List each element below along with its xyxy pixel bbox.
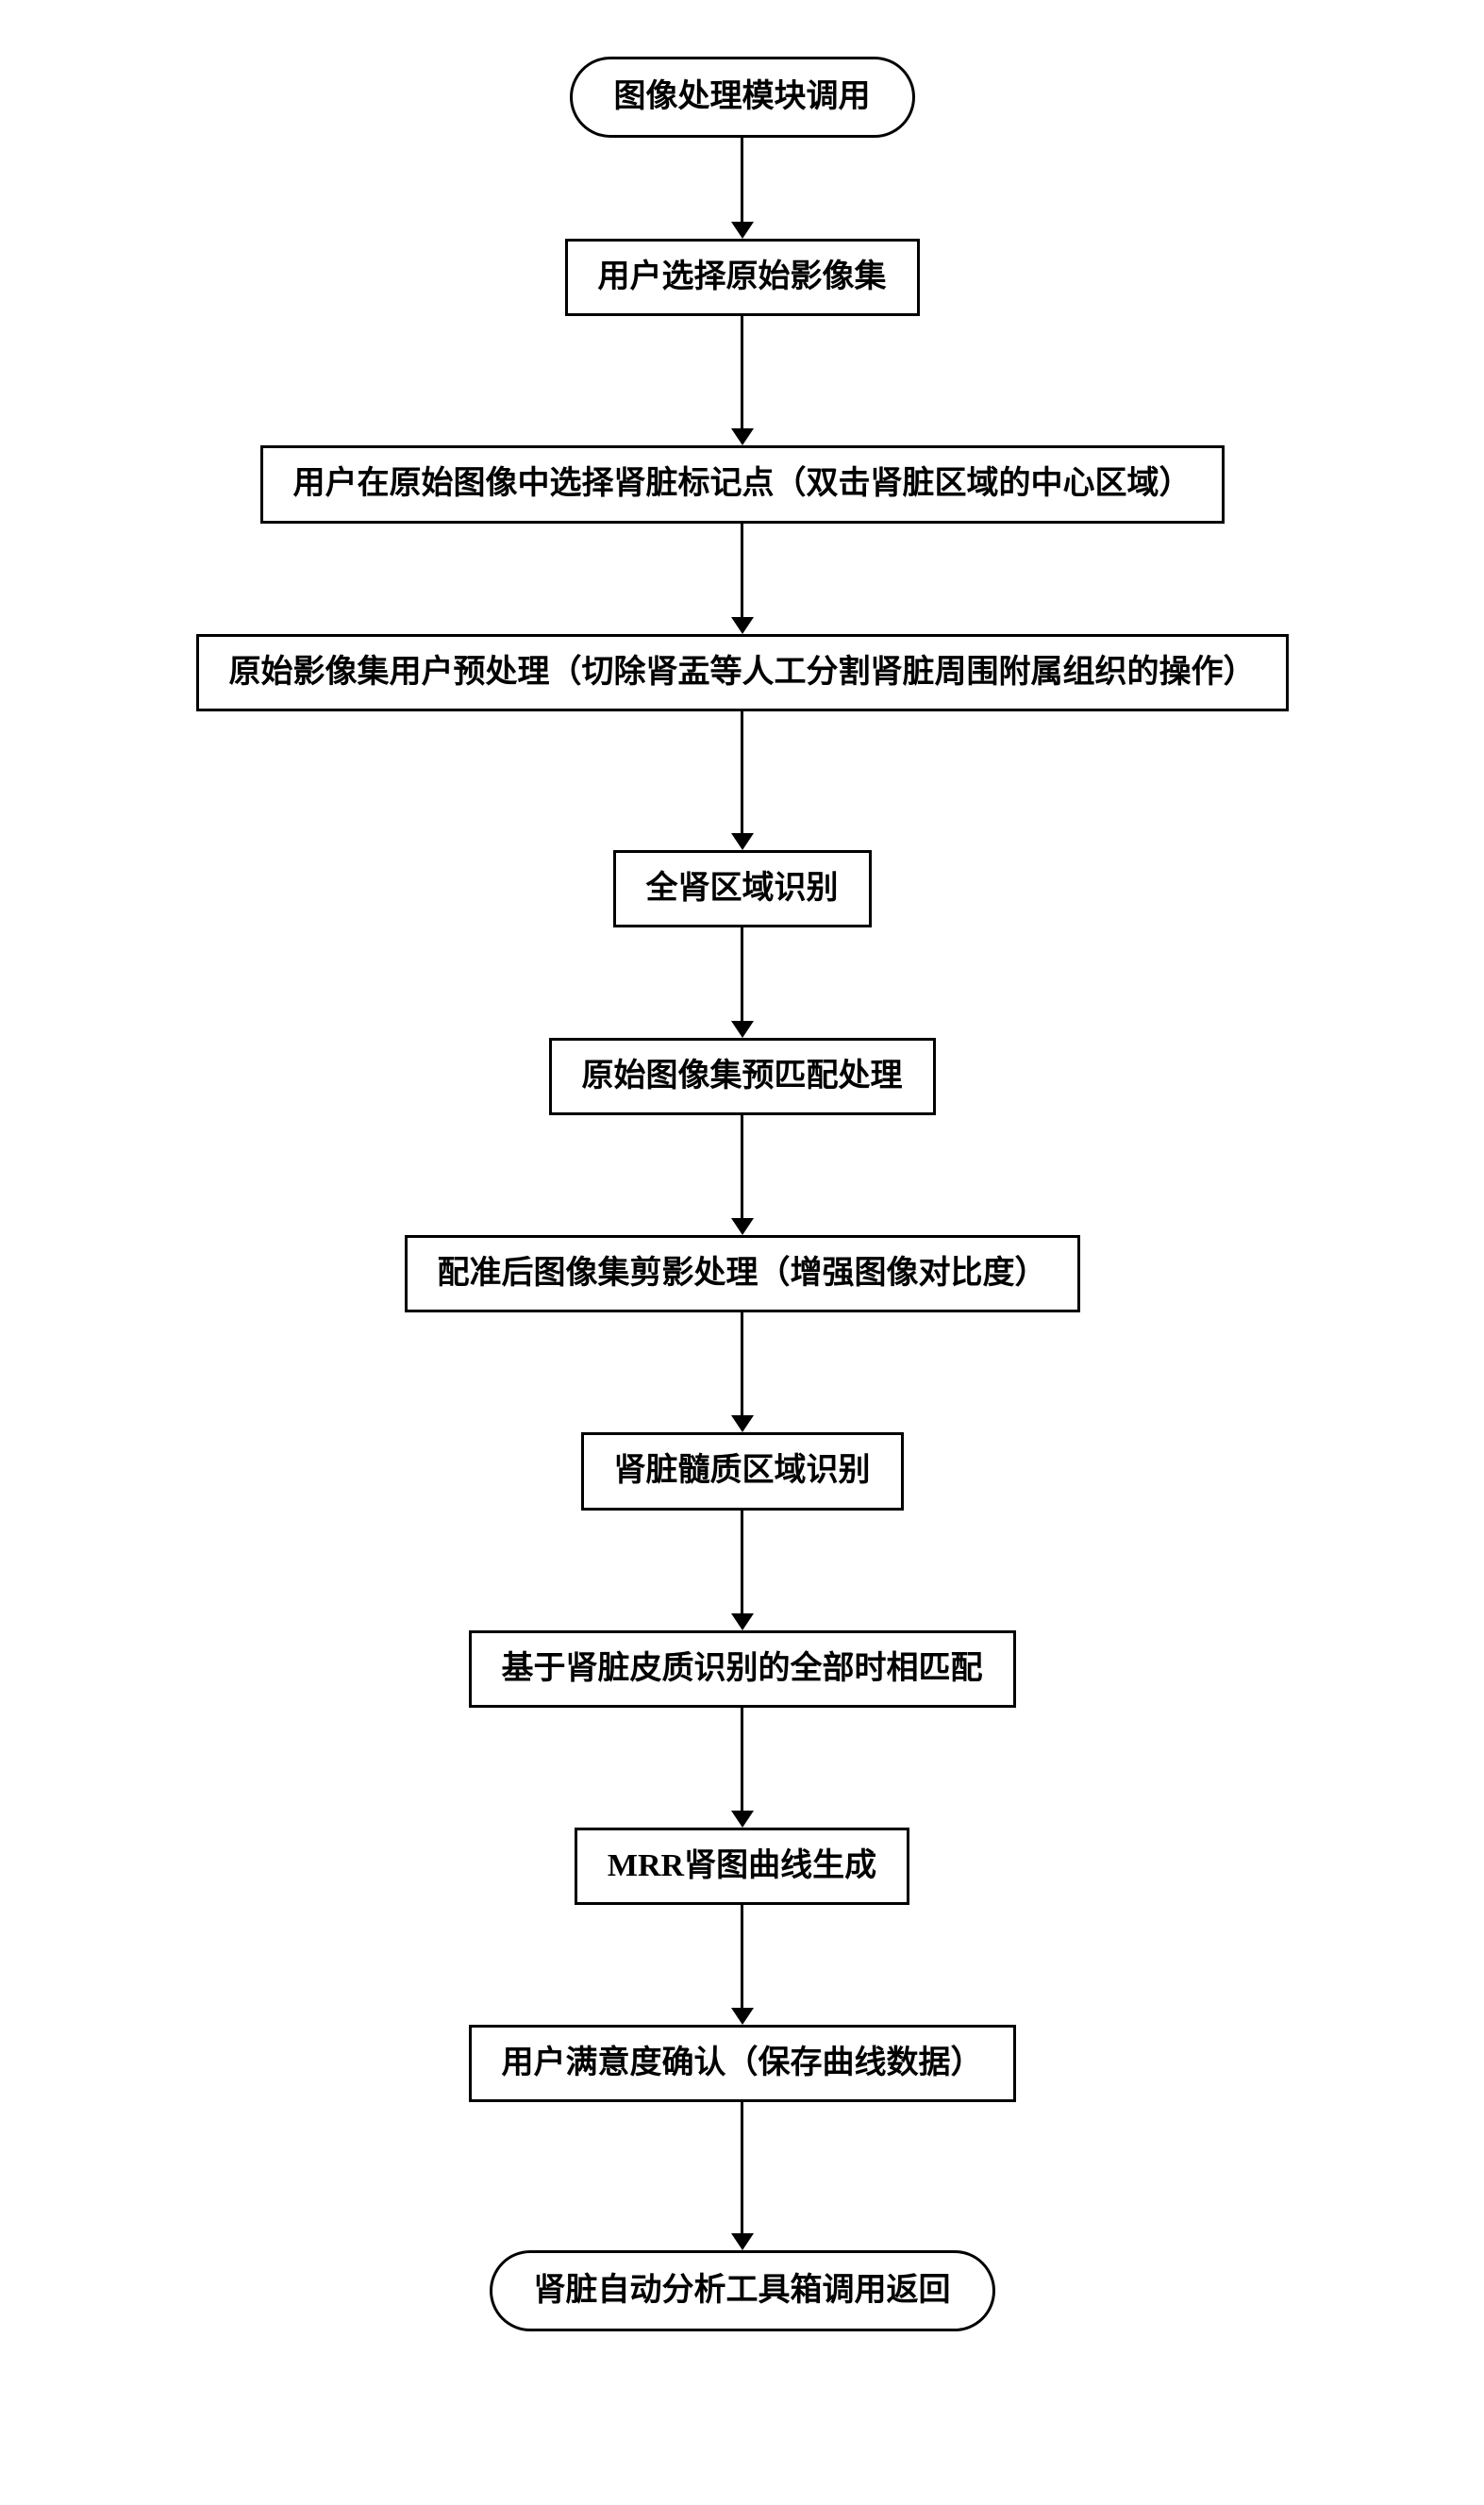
arrow-head-icon <box>731 428 754 445</box>
arrow-head-icon <box>731 1021 754 1038</box>
arrow-head-icon <box>731 222 754 239</box>
flowchart-node-n4: 全肾区域识别 <box>613 850 872 927</box>
arrow-line <box>741 1905 743 2009</box>
arrow-line <box>741 138 743 223</box>
arrow-line <box>741 1115 743 1219</box>
arrow-line <box>741 927 743 1022</box>
flowchart-arrow <box>731 1312 754 1432</box>
arrow-head-icon <box>731 2008 754 2025</box>
flowchart-node-n10: 用户满意度确认（保存曲线数据） <box>469 2025 1016 2102</box>
arrow-line <box>741 1511 743 1614</box>
arrow-head-icon <box>731 833 754 850</box>
flowchart-node-n11: 肾脏自动分析工具箱调用返回 <box>490 2250 995 2331</box>
arrow-head-icon <box>731 1811 754 1828</box>
flowchart-arrow <box>731 138 754 239</box>
arrow-head-icon <box>731 1613 754 1630</box>
arrow-head-icon <box>731 2233 754 2250</box>
flowchart-arrow <box>731 1511 754 1630</box>
arrow-line <box>741 1708 743 1812</box>
flowchart-node-n1: 用户选择原始影像集 <box>565 239 920 316</box>
flowchart-node-n5: 原始图像集预匹配处理 <box>549 1038 936 1115</box>
arrow-line <box>741 2102 743 2234</box>
arrow-line <box>741 1312 743 1416</box>
arrow-line <box>741 711 743 834</box>
flowchart-arrow <box>731 524 754 634</box>
flowchart-arrow <box>731 316 754 445</box>
flowchart-node-n9: MRR肾图曲线生成 <box>575 1828 909 1905</box>
arrow-line <box>741 524 743 618</box>
flowchart-arrow <box>731 1115 754 1235</box>
arrow-head-icon <box>731 1218 754 1235</box>
flowchart-arrow <box>731 1708 754 1828</box>
arrow-head-icon <box>731 1415 754 1432</box>
flowchart-container: 图像处理模块调用用户选择原始影像集用户在原始图像中选择肾脏标记点（双击肾脏区域的… <box>82 57 1403 2331</box>
arrow-head-icon <box>731 617 754 634</box>
flowchart-arrow <box>731 711 754 850</box>
flowchart-node-n0: 图像处理模块调用 <box>570 57 915 138</box>
flowchart-node-n2: 用户在原始图像中选择肾脏标记点（双击肾脏区域的中心区域） <box>260 445 1225 523</box>
flowchart-node-n8: 基于肾脏皮质识别的全部时相匹配 <box>469 1630 1016 1708</box>
flowchart-node-n7: 肾脏髓质区域识别 <box>581 1432 904 1510</box>
flowchart-node-n6: 配准后图像集剪影处理（增强图像对比度） <box>405 1235 1080 1312</box>
flowchart-arrow <box>731 1905 754 2025</box>
arrow-line <box>741 316 743 429</box>
flowchart-arrow <box>731 2102 754 2250</box>
flowchart-node-n3: 原始影像集用户预处理（切除肾盂等人工分割肾脏周围附属组织的操作） <box>196 634 1289 711</box>
flowchart-arrow <box>731 927 754 1038</box>
